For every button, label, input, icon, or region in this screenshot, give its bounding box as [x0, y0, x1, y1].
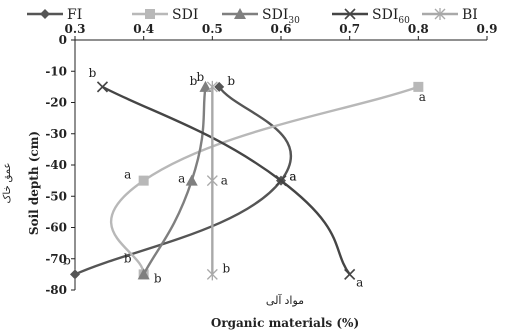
y-tick-label: -40	[45, 158, 67, 172]
series-sdi60	[96, 81, 356, 280]
data-label: a	[289, 170, 296, 184]
data-point-marker	[344, 268, 356, 280]
data-point-marker	[214, 81, 225, 92]
data-point-marker-stroke-b	[96, 81, 109, 93]
legend-item: FI	[27, 7, 82, 23]
legend-item: BI	[422, 7, 478, 23]
data-label: b	[222, 261, 230, 275]
series-line	[110, 85, 419, 275]
legend-marker	[234, 8, 246, 19]
series-line	[101, 85, 351, 276]
legend-marker	[40, 9, 50, 19]
data-label: a	[419, 90, 426, 104]
data-label: a	[356, 275, 363, 289]
data-point-marker	[96, 81, 109, 93]
y-tick-label: -50	[45, 189, 67, 203]
data-point-marker	[185, 174, 198, 186]
legend-marker	[434, 8, 446, 20]
y-tick-label: -10	[45, 64, 67, 78]
legend-label: BI	[462, 7, 478, 23]
legend-label: SDI60	[372, 7, 410, 26]
data-label: b	[190, 74, 198, 88]
data-point-marker	[275, 175, 287, 187]
data-label: b	[227, 74, 235, 88]
data-point-marker	[199, 80, 212, 92]
x-tick-label: 0.6	[271, 22, 292, 36]
x-axis-title: Organic materials (%)	[211, 316, 359, 330]
data-point-marker	[413, 81, 424, 92]
legend-marker	[145, 9, 155, 19]
series-bi	[206, 80, 218, 281]
legend-marker-stroke-b	[344, 8, 356, 20]
legend-marker	[344, 8, 356, 20]
axes: 0.3 0.4 0.5 0.6 0.7 0.8 0.9 0 -10 -20 -30 -40 -50 -60…	[45, 22, 497, 297]
y-tick-label: -20	[45, 96, 67, 110]
data-label: b	[63, 253, 71, 267]
legend-item: SDI60	[332, 7, 410, 26]
data-point-marker	[206, 268, 218, 281]
data-label: a	[124, 168, 131, 182]
data-label: b	[154, 271, 162, 285]
legend-item: SDI	[132, 7, 198, 23]
y-tick-label: -70	[45, 252, 67, 266]
data-label: a	[221, 174, 228, 188]
x-tick-label: 0.4	[133, 22, 154, 36]
y-tick-label: -60	[45, 221, 67, 235]
x-tick-label: 0.8	[408, 22, 429, 36]
x-tick-label: 0.5	[202, 22, 223, 36]
y-tick-label: -80	[45, 283, 67, 297]
y-axis-title-secondary: عمق خاک	[2, 162, 13, 203]
legend-label-subscript: 60	[398, 16, 410, 26]
x-tick-label: 0.9	[477, 22, 498, 36]
data-point-marker	[206, 80, 218, 93]
legend-label-subscript: 30	[288, 16, 300, 26]
series-lines	[70, 80, 424, 281]
y-axis-title: Soil depth (cm)	[27, 131, 41, 235]
data-point-marker	[206, 174, 218, 187]
data-label: b	[124, 251, 132, 265]
data-label: a	[289, 170, 296, 184]
y-tick-label: -30	[45, 127, 67, 141]
x-axis-title-secondary: مواد آلی	[266, 293, 304, 307]
data-label: a	[178, 172, 185, 186]
data-point-marker	[70, 269, 80, 280]
legend-label: FI	[67, 7, 82, 23]
x-tick-label: 0.7	[339, 22, 360, 36]
data-label: b	[196, 70, 204, 84]
legend-label: SDI	[172, 7, 198, 23]
data-point-marker	[137, 268, 150, 280]
series-sdi30	[137, 80, 212, 280]
data-point-marker-stroke-b	[275, 175, 287, 187]
data-label: b	[89, 66, 97, 80]
y-tick-label: 0	[59, 33, 67, 47]
data-point-marker-stroke-b	[344, 268, 356, 280]
data-point-marker	[138, 175, 149, 186]
x-tick-label: 0.3	[65, 22, 86, 36]
